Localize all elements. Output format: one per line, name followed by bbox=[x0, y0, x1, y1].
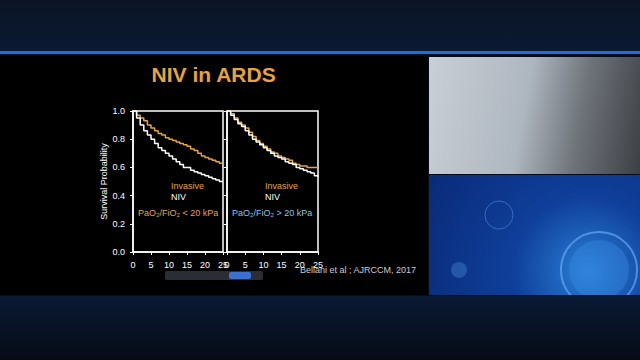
svg-text:Bellani et al ; AJRCCM, 2017: Bellani et al ; AJRCCM, 2017 bbox=[300, 264, 417, 275]
svg-text:NIV in ARDS: NIV in ARDS bbox=[152, 63, 276, 86]
svg-text:10: 10 bbox=[258, 260, 268, 270]
svg-text:0.2: 0.2 bbox=[112, 219, 125, 229]
svg-text:0.6: 0.6 bbox=[112, 162, 125, 172]
svg-text:Invasive: Invasive bbox=[265, 181, 298, 191]
svg-text:PaO₂/FiO₂ > 20 kPa: PaO₂/FiO₂ > 20 kPa bbox=[232, 208, 312, 218]
svg-text:Survival Probability: Survival Probability bbox=[99, 143, 109, 220]
svg-text:0.0: 0.0 bbox=[112, 247, 125, 257]
svg-text:0.8: 0.8 bbox=[112, 134, 125, 144]
svg-text:0.4: 0.4 bbox=[112, 191, 125, 201]
svg-text:15: 15 bbox=[277, 260, 287, 270]
svg-text:25: 25 bbox=[218, 259, 228, 270]
svg-text:20: 20 bbox=[295, 260, 305, 270]
svg-text:PaO₂/FiO₂ < 20 kPa: PaO₂/FiO₂ < 20 kPa bbox=[138, 208, 218, 218]
svg-text:0: 0 bbox=[130, 260, 135, 270]
svg-text:1.0: 1.0 bbox=[112, 106, 125, 116]
svg-text:Invasive: Invasive bbox=[171, 181, 204, 191]
svg-text:5: 5 bbox=[243, 260, 248, 270]
svg-text:10: 10 bbox=[164, 260, 174, 270]
svg-text:0: 0 bbox=[224, 260, 229, 270]
svg-text:5: 5 bbox=[148, 260, 153, 270]
svg-text:NIV: NIV bbox=[265, 192, 280, 202]
svg-text:20: 20 bbox=[200, 260, 210, 270]
svg-text:NIV: NIV bbox=[171, 192, 186, 202]
svg-text:25: 25 bbox=[313, 260, 323, 270]
svg-text:15: 15 bbox=[182, 260, 192, 270]
